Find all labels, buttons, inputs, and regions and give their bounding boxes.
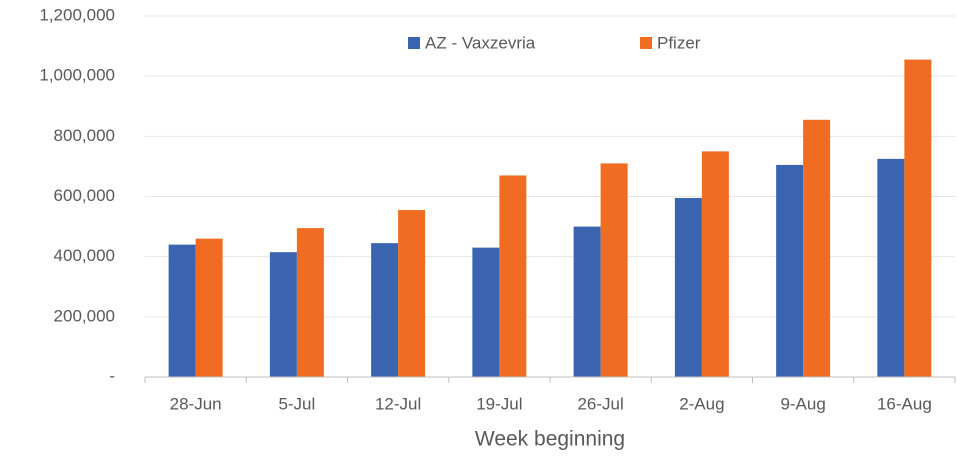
bar: [701, 151, 729, 377]
y-tick-label: 600,000: [54, 186, 115, 205]
bar: [573, 226, 601, 377]
x-tick-label: 16-Aug: [877, 394, 932, 413]
bar: [398, 210, 426, 377]
bar: [371, 243, 399, 377]
legend-swatch: [408, 37, 420, 49]
x-tick-label: 5-Jul: [278, 394, 315, 413]
x-tick-label: 26-Jul: [577, 394, 623, 413]
x-tick-label: 12-Jul: [375, 394, 421, 413]
bar: [776, 164, 804, 377]
y-tick-label: 800,000: [54, 126, 115, 145]
bar: [296, 228, 324, 377]
y-tick-label: 1,200,000: [39, 5, 115, 24]
bar: [877, 158, 905, 377]
bar: [803, 119, 831, 377]
legend-label: AZ - Vaxzevria: [425, 33, 536, 52]
y-tick-label: 400,000: [54, 246, 115, 265]
bar: [499, 175, 527, 377]
bar: [600, 163, 628, 377]
y-tick-label: -: [109, 366, 115, 385]
legend-swatch: [640, 37, 652, 49]
x-tick-label: 19-Jul: [476, 394, 522, 413]
bar: [472, 247, 500, 377]
bar: [904, 59, 932, 377]
x-tick-label: 9-Aug: [780, 394, 825, 413]
bar: [269, 252, 297, 377]
bar: [195, 238, 223, 377]
x-tick-label: 28-Jun: [170, 394, 222, 413]
y-tick-label: 1,000,000: [39, 66, 115, 85]
x-axis-label: Week beginning: [475, 428, 625, 451]
bar: [168, 244, 196, 377]
bar: [674, 198, 702, 377]
legend-label: Pfizer: [657, 33, 701, 52]
y-tick-label: 200,000: [54, 306, 115, 325]
x-tick-label: 2-Aug: [679, 394, 724, 413]
